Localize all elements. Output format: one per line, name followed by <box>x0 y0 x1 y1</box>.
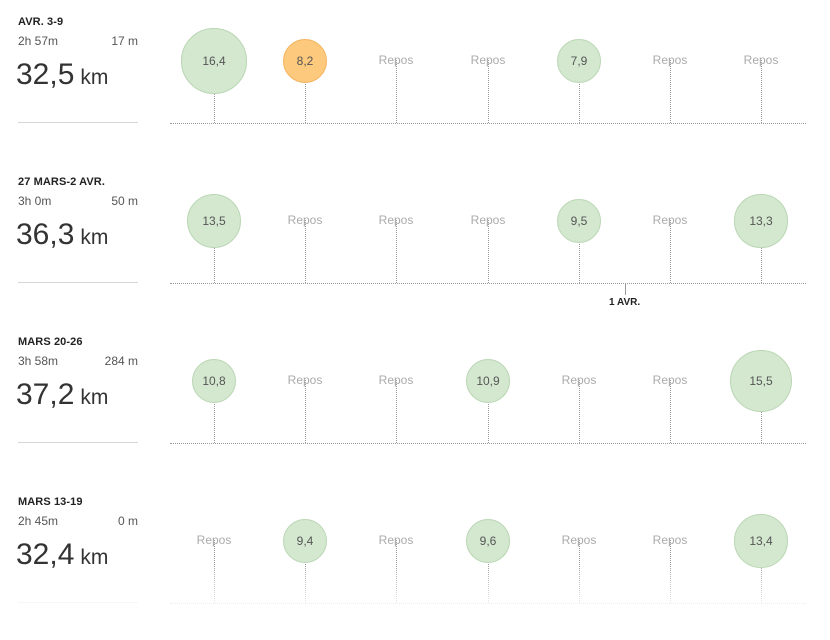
week-row[interactable]: MARS 20-26 3h 58m 284 m 37,2 km 10,8 Repos Repo… <box>0 320 830 480</box>
week-summary-divider <box>18 442 138 443</box>
week-elevation: 0 m <box>117 514 138 528</box>
day-stem <box>670 380 671 443</box>
week-row[interactable]: 27 MARS-2 AVR. 3h 0m 50 m 36,3 km 13,5 Repos Re… <box>0 160 830 320</box>
run-bubble[interactable]: 13,4 <box>734 514 788 568</box>
day-stem <box>761 220 762 283</box>
run-bubble[interactable]: 13,3 <box>734 194 788 248</box>
rest-day-label: Repos <box>652 373 688 387</box>
week-distance-value: 36,3 <box>16 218 75 251</box>
week-duration: 3h 58m <box>18 354 59 368</box>
rest-day-label: Repos <box>470 213 506 227</box>
week-duration: 2h 45m <box>18 514 59 528</box>
rest-day-label: Repos <box>378 373 414 387</box>
day-stem <box>305 380 306 443</box>
week-baseline <box>170 283 806 284</box>
day-stem <box>305 60 306 123</box>
day-stem <box>396 60 397 123</box>
rest-day-label: Repos <box>287 213 323 227</box>
rest-day-label: Repos <box>652 213 688 227</box>
rest-day-label: Repos <box>561 533 597 547</box>
week-row[interactable]: AVR. 3-9 2h 57m 17 m 32,5 km 16,4 8,2 Repos Repo… <box>0 0 830 160</box>
rest-day-label: Repos <box>287 373 323 387</box>
rest-day-label: Repos <box>743 53 779 67</box>
week-summary-divider <box>18 602 138 603</box>
week-duration: 3h 0m <box>18 194 52 208</box>
day-stem <box>214 220 215 283</box>
rest-day-label: Repos <box>378 533 414 547</box>
day-stem <box>214 380 215 443</box>
week-summary-divider <box>18 122 138 123</box>
date-marker-tick <box>625 283 626 295</box>
week-baseline <box>170 123 806 124</box>
day-stem <box>396 220 397 283</box>
day-stem <box>488 380 489 443</box>
week-elevation: 284 m <box>104 354 138 368</box>
week-row[interactable]: MARS 13-19 2h 45m 0 m 32,4 km Repos 9,4 Repos 9,… <box>0 480 830 640</box>
run-bubble[interactable]: 9,5 <box>557 199 601 243</box>
day-stem <box>396 380 397 443</box>
rest-day-label: Repos <box>652 53 688 67</box>
day-stem <box>670 60 671 123</box>
run-bubble[interactable]: 7,9 <box>557 39 601 83</box>
week-distance-value: 32,5 <box>16 58 75 91</box>
rest-day-label: Repos <box>196 533 232 547</box>
run-bubble[interactable]: 15,5 <box>730 350 792 412</box>
week-summary-divider <box>18 282 138 283</box>
week-distance: 32,5 km <box>16 58 108 92</box>
day-stem <box>761 60 762 123</box>
rest-day-label: Repos <box>378 53 414 67</box>
week-distance-unit: km <box>80 546 109 569</box>
date-marker-label: 1 AVR. <box>609 297 641 308</box>
day-stem <box>579 380 580 443</box>
week-elevation: 50 m <box>111 194 138 208</box>
day-stem <box>488 220 489 283</box>
day-stem <box>214 540 215 603</box>
week-distance-unit: km <box>80 66 109 89</box>
day-stem <box>579 220 580 283</box>
week-distance-unit: km <box>80 226 109 249</box>
week-label: MARS 13-19 <box>18 496 83 508</box>
day-stem <box>396 540 397 603</box>
day-stem <box>488 60 489 123</box>
week-baseline <box>170 603 806 604</box>
week-duration: 2h 57m <box>18 34 59 48</box>
week-distance: 32,4 km <box>16 538 108 572</box>
day-stem <box>670 540 671 603</box>
rest-day-label: Repos <box>652 533 688 547</box>
day-stem <box>305 220 306 283</box>
run-bubble-selected[interactable]: 8,2 <box>283 39 327 83</box>
run-bubble[interactable]: 16,4 <box>181 28 247 94</box>
week-label: 27 MARS-2 AVR. <box>18 176 105 188</box>
run-bubble[interactable]: 10,9 <box>466 359 510 403</box>
run-bubble[interactable]: 10,8 <box>192 359 236 403</box>
week-distance-value: 32,4 <box>16 538 75 571</box>
day-stem <box>579 60 580 123</box>
week-distance-value: 37,2 <box>16 378 75 411</box>
week-label: MARS 20-26 <box>18 336 83 348</box>
day-stem <box>579 540 580 603</box>
week-elevation: 17 m <box>111 34 138 48</box>
run-bubble[interactable]: 9,4 <box>283 519 327 563</box>
rest-day-label: Repos <box>378 213 414 227</box>
week-baseline <box>170 443 806 444</box>
week-label: AVR. 3-9 <box>18 16 64 28</box>
rest-day-label: Repos <box>561 373 597 387</box>
week-distance: 36,3 km <box>16 218 108 252</box>
run-bubble[interactable]: 13,5 <box>187 194 241 248</box>
week-distance: 37,2 km <box>16 378 108 412</box>
week-distance-unit: km <box>80 386 109 409</box>
run-bubble[interactable]: 9,6 <box>466 519 510 563</box>
rest-day-label: Repos <box>470 53 506 67</box>
day-stem <box>670 220 671 283</box>
